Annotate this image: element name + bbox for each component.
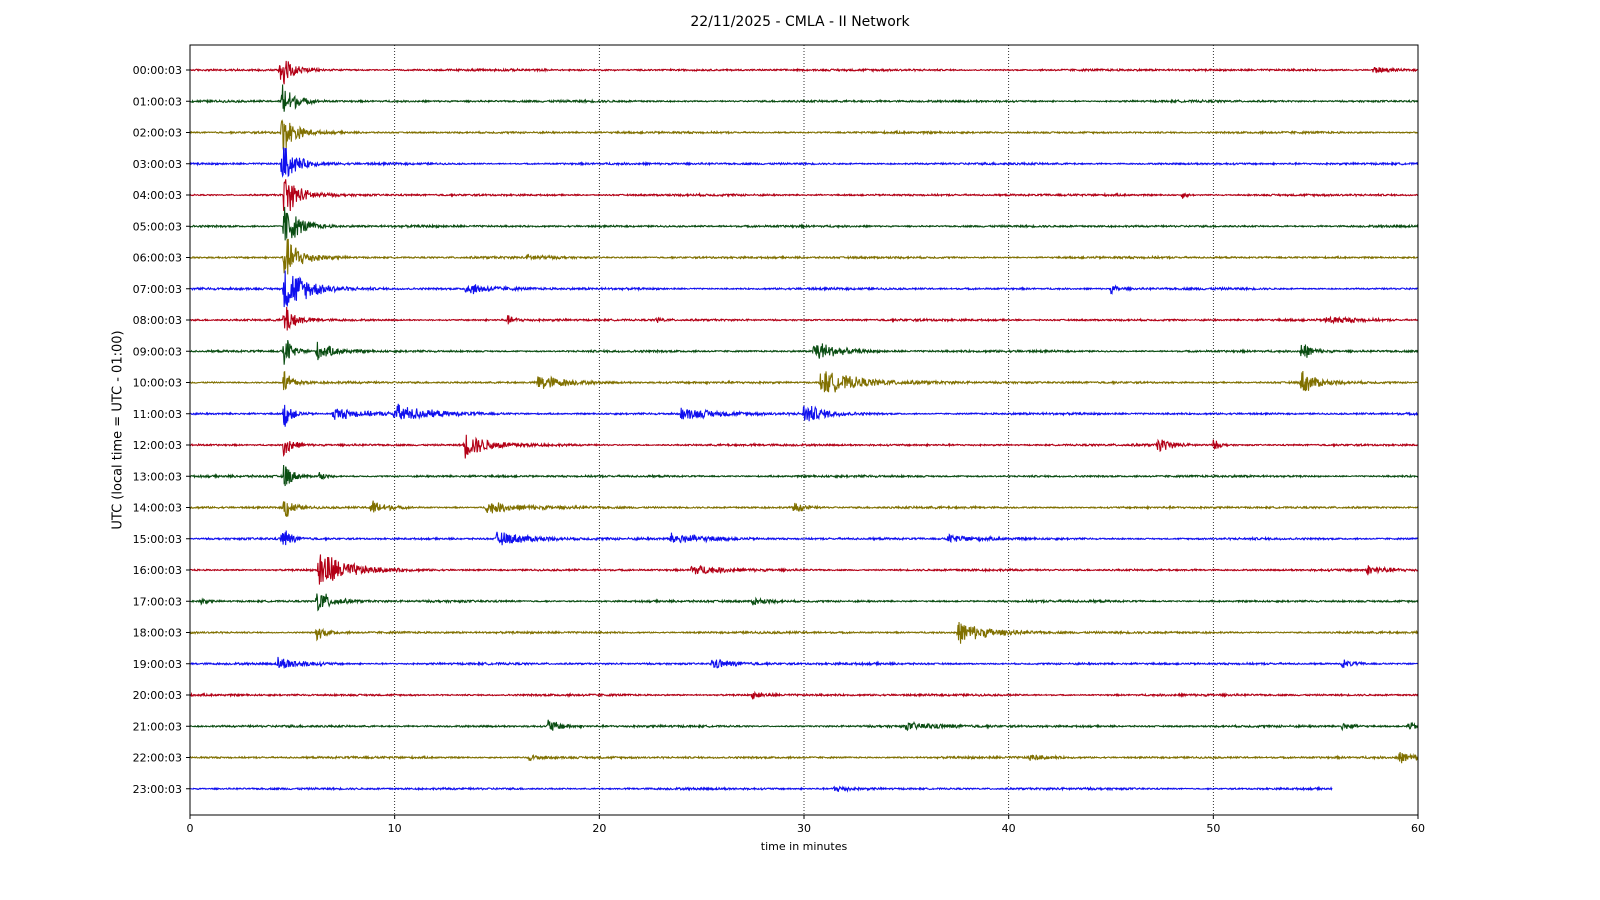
y-tick-label: 18:00:03: [133, 627, 182, 640]
trace-22:00:03: [190, 752, 1418, 764]
y-tick-label: 02:00:03: [133, 127, 182, 140]
trace-05:00:03: [190, 206, 1418, 241]
trace-06:00:03: [190, 238, 1418, 275]
y-tick-label: 11:00:03: [133, 408, 182, 421]
x-axis-label: time in minutes: [760, 840, 848, 853]
trace-07:00:03: [190, 270, 1418, 308]
trace-11:00:03: [190, 403, 1418, 427]
trace-01:00:03: [190, 84, 1418, 112]
y-tick-label: 08:00:03: [133, 314, 182, 327]
y-tick-label: 05:00:03: [133, 220, 182, 233]
y-tick-label: 09:00:03: [133, 345, 182, 358]
y-tick-label: 10:00:03: [133, 377, 182, 390]
y-tick-label: 21:00:03: [133, 720, 182, 733]
trace-09:00:03: [190, 340, 1418, 365]
y-tick-label: 19:00:03: [133, 658, 182, 671]
x-tick-label: 20: [592, 822, 606, 835]
traces: [190, 60, 1418, 793]
trace-14:00:03: [190, 500, 1418, 517]
trace-18:00:03: [190, 621, 1418, 644]
trace-16:00:03: [190, 554, 1418, 585]
trace-12:00:03: [190, 434, 1418, 459]
trace-15:00:03: [190, 530, 1418, 546]
x-tick-label: 40: [1002, 822, 1016, 835]
y-tick-label: 23:00:03: [133, 783, 182, 796]
y-tick-label: 00:00:03: [133, 64, 182, 77]
trace-23:00:03: [190, 785, 1333, 793]
y-tick-label: 01:00:03: [133, 95, 182, 108]
y-tick-label: 13:00:03: [133, 470, 182, 483]
y-tick-label: 17:00:03: [133, 595, 182, 608]
x-tick-label: 0: [187, 822, 194, 835]
trace-02:00:03: [190, 119, 1418, 152]
x-tick-label: 30: [797, 822, 811, 835]
y-tick-label: 22:00:03: [133, 752, 182, 765]
trace-10:00:03: [190, 370, 1418, 393]
trace-00:00:03: [190, 60, 1418, 85]
y-tick-label: 06:00:03: [133, 252, 182, 265]
y-tick-label: 20:00:03: [133, 689, 182, 702]
trace-13:00:03: [190, 465, 1418, 487]
y-tick-label: 07:00:03: [133, 283, 182, 296]
y-tick-label: 16:00:03: [133, 564, 182, 577]
y-tick-label: 15:00:03: [133, 533, 182, 546]
y-tick-label: 03:00:03: [133, 158, 182, 171]
trace-20:00:03: [190, 690, 1418, 700]
trace-21:00:03: [190, 719, 1418, 732]
x-tick-label: 50: [1206, 822, 1220, 835]
trace-04:00:03: [190, 179, 1418, 211]
y-tick-label: 14:00:03: [133, 502, 182, 515]
trace-08:00:03: [190, 306, 1418, 331]
x-tick-label: 10: [388, 822, 402, 835]
trace-17:00:03: [190, 593, 1418, 612]
y-tick-label: 12:00:03: [133, 439, 182, 452]
trace-03:00:03: [190, 147, 1418, 178]
x-tick-label: 60: [1411, 822, 1425, 835]
trace-19:00:03: [190, 656, 1418, 669]
y-tick-label: 04:00:03: [133, 189, 182, 202]
chart-title: 22/11/2025 - CMLA - II Network: [690, 14, 910, 30]
